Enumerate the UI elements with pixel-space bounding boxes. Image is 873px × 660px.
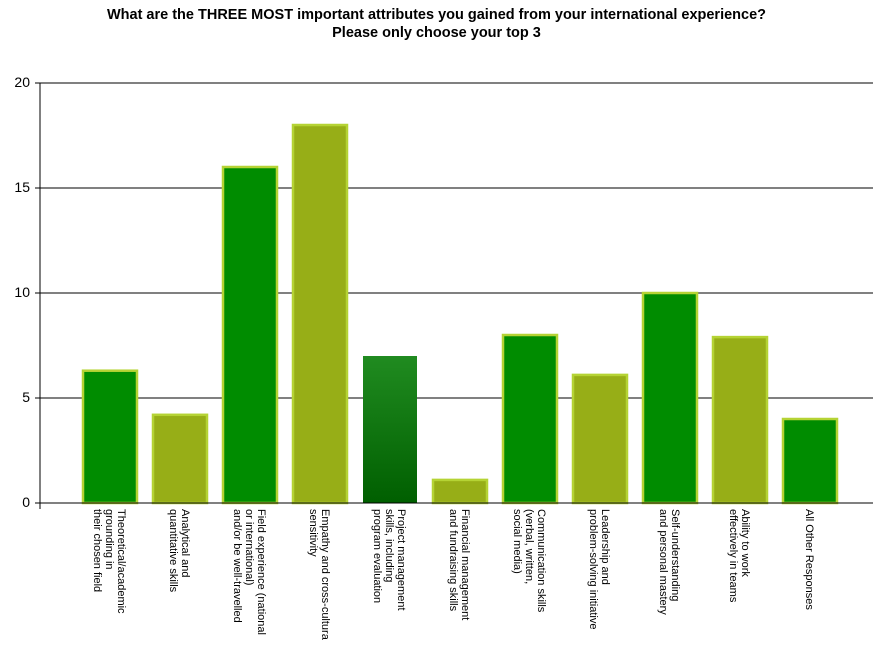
x-tick-label-line: and personal mastery bbox=[657, 509, 669, 615]
x-tick-label-line: (verbal, written, bbox=[523, 509, 535, 584]
chart-subtitle: Please only choose your top 3 bbox=[332, 25, 541, 41]
bar bbox=[151, 413, 209, 505]
x-tick-label-line: Leadership and bbox=[599, 509, 611, 585]
x-tick-label-line: sensitivity bbox=[307, 509, 319, 557]
bar bbox=[81, 369, 139, 505]
x-tick-label-line: or international) bbox=[243, 509, 255, 585]
x-tick-label-line: Financial management bbox=[459, 509, 471, 620]
x-tick-label-line: program evaluation bbox=[371, 509, 383, 603]
x-tick-label-line: All Other Responses bbox=[803, 509, 815, 610]
bar bbox=[291, 123, 349, 505]
x-tick-label-line: problem-solving initiative bbox=[587, 509, 599, 629]
bar bbox=[431, 478, 489, 505]
x-tick-label-line: effectively in teams bbox=[727, 509, 739, 603]
bar bbox=[711, 335, 769, 505]
x-tick-label: All Other Responses bbox=[803, 509, 815, 610]
bar bbox=[571, 373, 629, 505]
x-tick-label-line: grounding in bbox=[103, 509, 115, 570]
x-tick-label-line: and fundraising skills bbox=[447, 509, 459, 612]
bar bbox=[781, 417, 839, 505]
bar bbox=[221, 165, 279, 505]
x-tick-label-line: Ability to work bbox=[739, 509, 751, 577]
bar bbox=[641, 291, 699, 505]
y-tick-label: 15 bbox=[14, 179, 30, 195]
x-tick-label-line: Self-understanding bbox=[669, 509, 681, 601]
bar bbox=[363, 356, 417, 503]
x-tick-label-line: and/or be well-travelled bbox=[231, 509, 243, 623]
x-tick-label-line: quantitative skills bbox=[167, 509, 179, 593]
y-tick-label: 0 bbox=[22, 494, 30, 510]
x-tick-label: Communication skills(verbal, written,soc… bbox=[511, 509, 547, 613]
x-tick-label-line: Empathy and cross-cultura bbox=[319, 509, 331, 641]
chart-title: What are the THREE MOST important attrib… bbox=[0, 6, 873, 42]
chart-title-line1: What are the THREE MOST important attrib… bbox=[106, 7, 767, 23]
x-tick-label-line: skills, including bbox=[383, 509, 395, 582]
x-tick-label-line: Field experience (national bbox=[255, 509, 267, 635]
x-tick-label-line: Analytical and bbox=[179, 509, 191, 578]
x-tick-label-line: their chosen field bbox=[91, 509, 103, 592]
x-tick-label-line: social media) bbox=[511, 509, 523, 574]
x-tick-label-line: Communication skills bbox=[535, 509, 547, 613]
bar bbox=[501, 333, 559, 505]
y-tick-label: 5 bbox=[22, 389, 30, 405]
x-tick-label-line: Project management bbox=[395, 509, 407, 611]
x-tick-label-line: Theoretical/academic bbox=[115, 509, 127, 614]
y-tick-label: 20 bbox=[14, 74, 30, 90]
y-tick-label: 10 bbox=[14, 284, 30, 300]
